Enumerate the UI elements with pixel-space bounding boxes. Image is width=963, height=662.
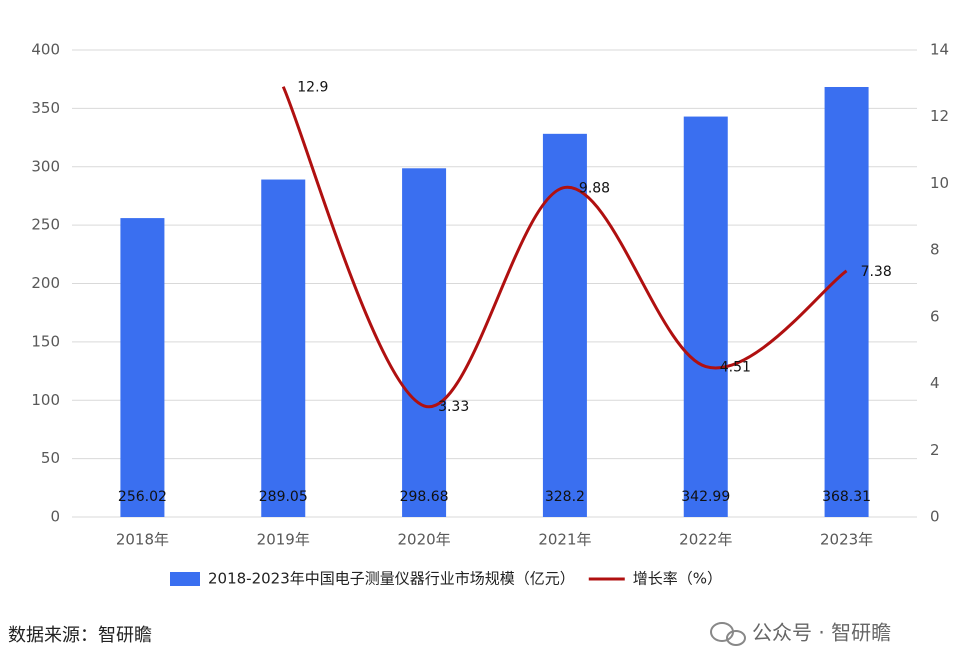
- bar-value-label: 256.02: [118, 489, 167, 505]
- line-value-label: 12.9: [297, 80, 328, 96]
- bar-value-label: 298.68: [400, 489, 449, 505]
- bar-value-label: 342.99: [681, 489, 730, 505]
- y2-tick-label: 8: [930, 241, 940, 259]
- bar-value-label: 328.2: [545, 489, 585, 505]
- legend-swatch: [170, 572, 200, 586]
- x-tick-label: 2018年: [116, 531, 169, 549]
- bar: [120, 218, 165, 517]
- y2-tick-label: 12: [930, 107, 949, 125]
- y-tick-label: 0: [50, 508, 60, 526]
- x-tick-label: 2023年: [820, 531, 873, 549]
- bar: [402, 168, 447, 517]
- bar: [261, 179, 306, 517]
- y2-tick-label: 14: [930, 41, 949, 59]
- bar: [683, 116, 728, 517]
- y-tick-label: 50: [41, 449, 60, 467]
- line-value-label: 4.51: [720, 360, 751, 376]
- legend-label: 2018-2023年中国电子测量仪器行业市场规模（亿元）: [208, 570, 575, 588]
- y-tick-label: 350: [31, 99, 60, 117]
- y-tick-label: 400: [31, 41, 60, 59]
- line-value-label: 9.88: [579, 180, 610, 196]
- y-tick-label: 300: [31, 157, 60, 175]
- line-value-label: 3.33: [438, 399, 469, 415]
- x-tick-label: 2021年: [538, 531, 591, 549]
- watermark-icon: [710, 622, 746, 646]
- y-tick-label: 150: [31, 332, 60, 350]
- x-tick-label: 2020年: [397, 531, 450, 549]
- y-tick-label: 100: [31, 391, 60, 409]
- line: [281, 86, 848, 409]
- y2-tick-label: 0: [930, 508, 940, 526]
- y2-tick-label: 4: [930, 374, 940, 392]
- y2-tick-label: 10: [930, 174, 949, 192]
- legend-label: 增长率（%）: [633, 570, 722, 588]
- bar-value-label: 368.31: [822, 489, 871, 505]
- y-tick-label: 250: [31, 216, 60, 234]
- x-tick-label: 2022年: [679, 531, 732, 549]
- source: 数据来源：智研瞻: [8, 625, 152, 646]
- y2-tick-label: 6: [930, 307, 940, 325]
- bar: [824, 86, 869, 517]
- bar-value-label: 289.05: [259, 489, 308, 505]
- y2-tick-label: 2: [930, 441, 940, 459]
- y-tick-label: 200: [31, 274, 60, 292]
- line-value-label: 7.38: [861, 264, 892, 280]
- watermark: 公众号 · 智研瞻: [752, 621, 891, 645]
- x-tick-label: 2019年: [257, 531, 310, 549]
